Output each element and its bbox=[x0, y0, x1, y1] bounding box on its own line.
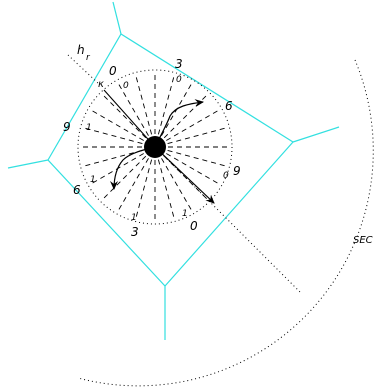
arrow-lower-right bbox=[154, 146, 215, 204]
sector-line bbox=[166, 108, 222, 141]
sector-line bbox=[134, 159, 153, 221]
sector-lines bbox=[79, 71, 231, 223]
label-outer-6-right: 6 bbox=[225, 99, 233, 113]
sector-line bbox=[157, 159, 176, 221]
sector-line bbox=[167, 126, 229, 145]
label-inner-0-top: 0 bbox=[123, 81, 129, 91]
sector-line bbox=[116, 80, 149, 136]
label-outer-6-left: 6 bbox=[73, 183, 81, 197]
label-outer-0-top: 0 bbox=[109, 64, 117, 78]
sector-line bbox=[100, 92, 147, 139]
sector-line bbox=[166, 153, 222, 186]
robot-dot bbox=[144, 136, 166, 158]
kappa-ray bbox=[103, 89, 156, 148]
sector-line bbox=[163, 92, 210, 139]
label-inner-1-bottom: 1 bbox=[131, 213, 137, 223]
sector-line bbox=[116, 158, 149, 214]
sector-line bbox=[81, 126, 143, 145]
cell-polygon bbox=[47, 33, 294, 287]
label-outer-0-bottom: 0 bbox=[190, 219, 198, 233]
label-inner-0-right: 0 bbox=[223, 171, 229, 181]
label-kappa: κ bbox=[98, 79, 104, 90]
label-inner-0-topright: 0 bbox=[176, 75, 182, 85]
sector-line bbox=[157, 73, 176, 135]
cell-boundary bbox=[7, 1, 340, 340]
label-inner-1-left: 1 bbox=[86, 123, 92, 133]
label-r: r bbox=[86, 53, 91, 63]
label-inner-1-bottomleft: 1 bbox=[90, 175, 96, 185]
sector-line bbox=[100, 155, 147, 202]
cell-edge-top bbox=[112, 1, 122, 35]
arrow-upper-right bbox=[154, 99, 204, 148]
sector-line bbox=[88, 153, 144, 186]
label-outer-3-top: 3 bbox=[175, 57, 183, 71]
sector-line bbox=[163, 155, 210, 202]
cell-edge-left bbox=[7, 159, 49, 169]
visibility-circle bbox=[77, 69, 233, 225]
sector-line bbox=[81, 149, 143, 168]
label-inner-1-bottomright: 1 bbox=[182, 209, 188, 219]
sector-line bbox=[167, 149, 229, 168]
sector-line bbox=[161, 158, 194, 214]
sector-line bbox=[134, 73, 153, 135]
label-h: h bbox=[77, 43, 85, 57]
label-outer-9-left: 9 bbox=[63, 120, 71, 134]
sector-line bbox=[88, 108, 144, 141]
cell-edge-right bbox=[292, 126, 340, 143]
label-outer-3-bottom: 3 bbox=[131, 225, 139, 239]
sec-arc bbox=[77, 59, 374, 387]
label-sec: SEC bbox=[353, 235, 373, 246]
hr-line bbox=[67, 54, 101, 86]
label-outer-9-right: 9 bbox=[233, 164, 241, 178]
